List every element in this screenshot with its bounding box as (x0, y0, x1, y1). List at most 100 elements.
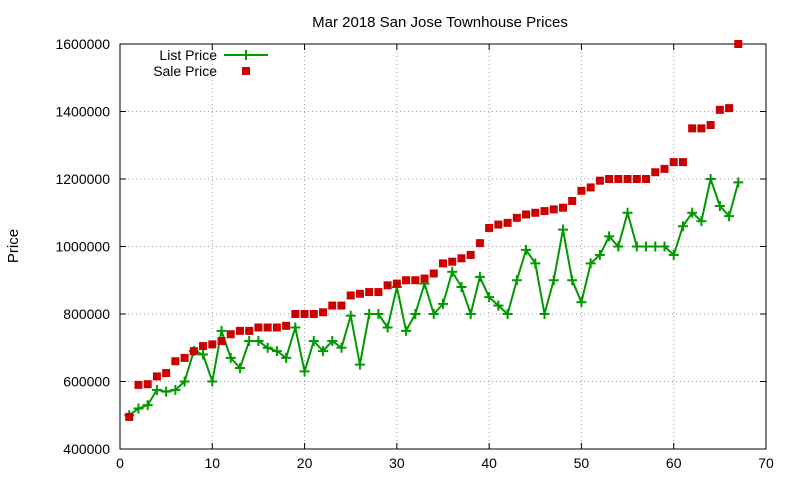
list-price-point (474, 271, 485, 282)
y-tick-label: 1200000 (55, 171, 110, 187)
list-price-point (465, 309, 476, 319)
sale-price-point (577, 186, 586, 195)
list-price-point (253, 336, 264, 346)
sale-price-point (475, 239, 484, 248)
list-price-point (262, 342, 273, 353)
list-price-point (705, 174, 716, 184)
list-price-point (336, 342, 347, 353)
list-price-point (170, 384, 181, 395)
x-tick-label: 60 (666, 455, 682, 471)
x-tick-label: 50 (574, 455, 590, 471)
sale-price-point (614, 175, 623, 183)
list-price-point (604, 231, 615, 242)
legend-label-list-price: List Price (159, 47, 217, 63)
sale-price-point (319, 308, 328, 317)
sale-price-point (549, 205, 558, 214)
list-price-point (345, 310, 356, 321)
sale-price-point (383, 281, 392, 290)
list-price-point (151, 384, 162, 395)
list-price-point (659, 241, 670, 252)
sale-price-point (309, 310, 318, 318)
sale-price-point (254, 323, 263, 332)
list-price-point (318, 346, 329, 357)
x-tick-label: 30 (389, 455, 405, 471)
legend-label-sale-price: Sale Price (153, 63, 217, 79)
list-price-point (271, 346, 282, 357)
sale-price-point (605, 175, 614, 183)
y-tick-label: 800000 (63, 306, 110, 322)
list-price-point (281, 352, 292, 363)
list-price-point (714, 201, 725, 211)
list-price-point (613, 241, 624, 252)
sale-price-point (355, 289, 364, 298)
y-tick-label: 400000 (63, 441, 110, 457)
sale-price-point (531, 208, 540, 217)
sale-price-point (734, 40, 743, 48)
list-price-point (308, 336, 319, 346)
list-price-point (142, 400, 153, 411)
list-price-point (244, 336, 255, 346)
sale-price-point (485, 223, 494, 232)
list-price-point (668, 249, 679, 260)
list-price-point (493, 300, 504, 311)
sale-price-point (522, 210, 531, 219)
list-price-point (677, 221, 688, 232)
sale-price-point (715, 105, 724, 114)
sale-price-point (595, 176, 604, 185)
list-price-point (530, 258, 541, 269)
sale-price-point (660, 164, 669, 173)
legend-marker-sale-price (242, 67, 250, 75)
sale-price-point (235, 326, 244, 335)
list-price-point (650, 241, 661, 252)
list-price-point (622, 207, 633, 218)
sale-price-point (448, 257, 457, 266)
sale-price-point (208, 340, 217, 349)
sale-price-point (282, 321, 291, 330)
sale-price-point (623, 175, 632, 183)
y-axis-label: Price (5, 229, 22, 263)
sale-price-point (558, 203, 567, 212)
sale-price-point (199, 342, 208, 351)
sale-price-point (503, 218, 512, 227)
list-price-point (161, 386, 172, 397)
sale-price-point (411, 276, 420, 285)
list-price-point (557, 224, 568, 235)
sale-price-point (171, 357, 180, 366)
list-price-point (133, 403, 144, 414)
list-price-point (410, 309, 421, 319)
sale-price-point (568, 196, 577, 205)
sale-price-point (152, 372, 161, 381)
sale-price-point (162, 369, 171, 378)
list-price-point (364, 309, 375, 319)
list-price-point (576, 297, 587, 308)
sale-price-point (706, 121, 715, 129)
ticks: 400000 600000 800000 1000000 1200000 1400000 1… (55, 36, 774, 471)
legend-marker-list-price (241, 50, 251, 60)
list-price-point (327, 336, 338, 346)
list-price-point (438, 298, 448, 309)
sale-price-point (365, 288, 374, 297)
sale-price-point (669, 158, 678, 167)
sale-price-point (125, 412, 134, 421)
y-tick-label: 1000000 (55, 239, 110, 255)
chart-title: Mar 2018 San Jose Townhouse Prices (312, 14, 568, 31)
list-price-point (207, 376, 218, 387)
list-price-point (511, 275, 522, 286)
list-price-point (401, 325, 412, 336)
list-price-point (299, 366, 310, 377)
sale-price-point (439, 259, 447, 268)
sale-price-point (540, 207, 549, 216)
y-tick-label: 1400000 (55, 104, 110, 120)
sale-price-point (586, 183, 595, 192)
list-price-point (631, 241, 642, 252)
list-price-point (179, 376, 190, 387)
sale-price-point (245, 326, 254, 335)
list-price-point (428, 309, 439, 319)
list-price-point (733, 177, 744, 188)
list-price-point (585, 258, 596, 269)
x-tick-label: 0 (116, 455, 124, 471)
list-price-point (373, 309, 384, 319)
sale-price-point (217, 337, 226, 345)
sale-price-point (688, 124, 697, 133)
